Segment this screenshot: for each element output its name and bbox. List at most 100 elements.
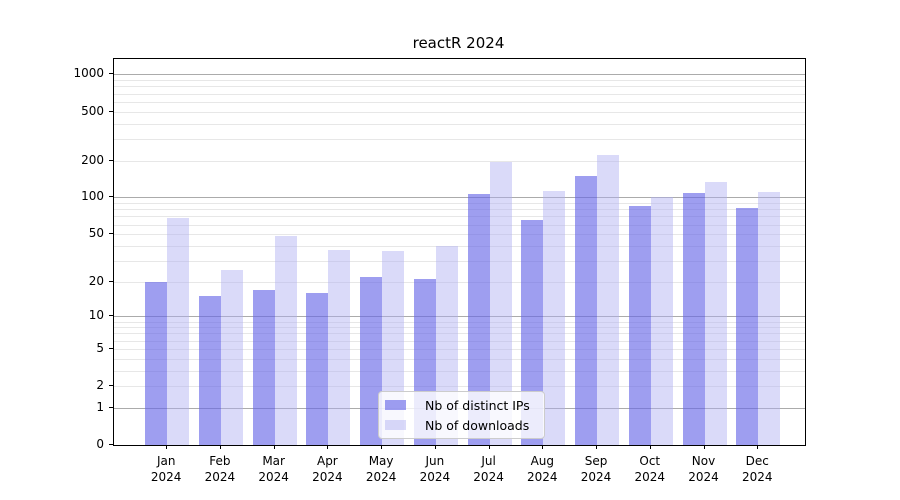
gridline-minor	[114, 86, 805, 88]
bar-distinct-ips	[360, 276, 383, 445]
y-tick-mark	[109, 406, 113, 408]
gridline-minor	[114, 93, 805, 95]
bar-downloads	[167, 217, 190, 445]
gridline-minor	[114, 245, 805, 247]
y-tick-mark	[109, 159, 113, 161]
x-tick-label: Sep 2024	[580, 454, 612, 484]
gridline-minor	[114, 260, 805, 262]
x-tick-mark	[649, 445, 651, 449]
gridline-minor	[114, 358, 805, 360]
bar-downloads	[274, 236, 297, 445]
y-tick-mark	[109, 347, 113, 349]
y-tick-label: 1	[96, 399, 104, 414]
y-tick-mark	[109, 233, 113, 235]
x-tick-mark	[757, 445, 759, 449]
bar-downloads	[704, 181, 727, 445]
x-tick-mark	[703, 445, 705, 449]
y-tick-label: 200	[81, 152, 104, 167]
gridline-minor	[114, 348, 805, 350]
gridline-minor	[114, 321, 805, 323]
x-tick-mark	[219, 445, 221, 449]
gridline-minor	[114, 224, 805, 226]
gridline-major	[114, 197, 805, 199]
plot-area	[113, 58, 806, 446]
gridline-minor	[114, 234, 805, 236]
x-tick-mark	[166, 445, 168, 449]
y-tick-label: 20	[88, 273, 104, 288]
gridline-minor	[114, 333, 805, 335]
x-tick-mark	[434, 445, 436, 449]
gridline-minor	[114, 386, 805, 388]
legend-label-distinct-ips: Nb of distinct IPs	[425, 397, 530, 413]
gridline-minor	[114, 138, 805, 140]
y-tick-mark	[109, 73, 113, 75]
gridline-minor	[114, 203, 805, 205]
y-tick-mark	[109, 196, 113, 198]
x-tick-label: Jul 2024	[473, 454, 504, 484]
bar-downloads	[328, 249, 351, 445]
legend-swatch-downloads	[385, 420, 406, 430]
bar-distinct-ips	[575, 175, 598, 445]
bar-distinct-ips	[682, 193, 705, 445]
gridline-minor	[114, 281, 805, 283]
gridline-minor	[114, 160, 805, 162]
y-tick-mark	[109, 444, 113, 445]
x-tick-mark	[488, 445, 490, 449]
y-tick-label: 2	[96, 378, 104, 393]
x-tick-mark	[273, 445, 275, 449]
gridline-minor	[114, 209, 805, 211]
bar-downloads	[758, 192, 781, 445]
y-tick-label: 1000	[73, 66, 104, 81]
chart-title: reactR 2024	[412, 34, 505, 52]
bar-downloads	[650, 197, 673, 445]
y-tick-mark	[109, 385, 113, 387]
x-tick-label: Feb 2024	[204, 454, 236, 484]
x-tick-label: Nov 2024	[688, 454, 719, 484]
bar-downloads	[597, 155, 620, 445]
x-tick-label: Apr 2024	[312, 454, 343, 484]
y-tick-mark	[109, 110, 113, 112]
gridline-minor	[114, 111, 805, 113]
gridline-minor	[114, 216, 805, 218]
x-tick-mark	[596, 445, 598, 449]
legend-swatch-distinct-ips	[385, 400, 406, 410]
bar-downloads	[489, 161, 512, 445]
bar-downloads	[220, 270, 243, 445]
x-tick-label: Oct 2024	[634, 454, 666, 484]
x-tick-mark	[327, 445, 329, 449]
y-tick-label: 500	[81, 103, 104, 118]
bar-downloads	[543, 191, 566, 445]
gridline-minor	[114, 101, 805, 103]
bar-distinct-ips	[736, 208, 759, 445]
x-tick-label: Mar 2024	[258, 454, 289, 484]
bar-distinct-ips	[198, 296, 221, 445]
x-tick-mark	[381, 445, 383, 449]
legend-row-distinct-ips: Nb of distinct IPs	[385, 395, 544, 415]
gridline-minor	[114, 370, 805, 372]
legend-row-downloads: Nb of downloads	[385, 415, 544, 435]
y-tick-label: 100	[81, 189, 104, 204]
y-tick-label: 5	[96, 340, 104, 355]
gridline-major	[114, 316, 805, 318]
gridline-minor	[114, 327, 805, 329]
legend-label-downloads: Nb of downloads	[425, 417, 530, 433]
x-tick-mark	[542, 445, 544, 449]
x-tick-label: Jan 2024	[150, 454, 182, 484]
legend: Nb of distinct IPs Nb of downloads	[378, 391, 545, 439]
y-tick-label: 10	[88, 308, 104, 323]
gridline-minor	[114, 80, 805, 82]
y-tick-mark	[109, 280, 113, 282]
y-tick-label: 50	[88, 226, 104, 241]
gridline-minor	[114, 123, 805, 125]
bar-distinct-ips	[628, 206, 651, 445]
gridline-major	[114, 74, 805, 76]
bar-distinct-ips	[252, 289, 275, 445]
bar-distinct-ips	[467, 193, 490, 445]
x-tick-label: Jun 2024	[419, 454, 451, 484]
bar-distinct-ips	[145, 281, 168, 445]
bar-distinct-ips	[521, 220, 544, 445]
x-tick-label: Aug 2024	[527, 454, 558, 484]
gridline-minor	[114, 340, 805, 342]
bar-distinct-ips	[306, 293, 329, 445]
x-tick-label: May 2024	[365, 454, 397, 484]
